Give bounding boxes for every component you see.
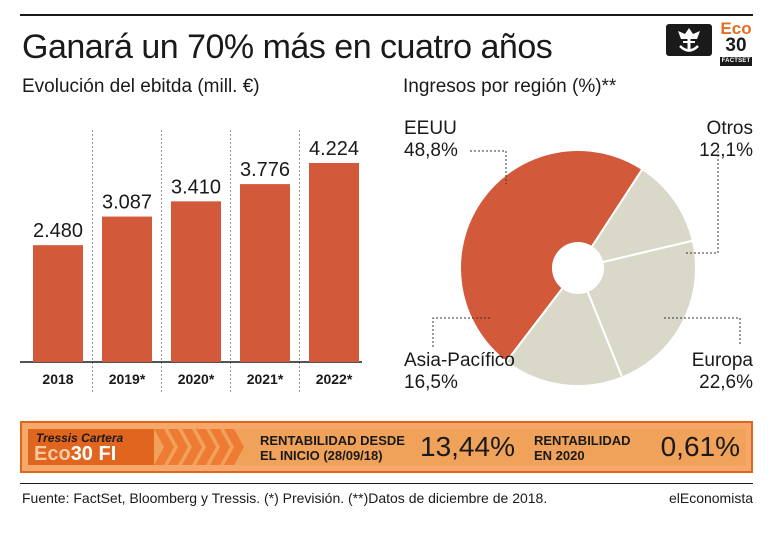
pie-label-asia: Asia-Pacífico 16,5%	[404, 350, 515, 394]
bar-category-label: 2021*	[247, 371, 284, 387]
cruise-crown-anchor-icon	[666, 24, 712, 56]
pie-slice	[586, 239, 697, 379]
banner-label-since-start: RENTABILIDAD DESDE EL INICIO (28/09/18)	[260, 433, 405, 463]
fund-banner: Tressis Cartera Eco30 FI RENTABILIDAD DE…	[20, 421, 753, 473]
page-title: Ganará un 70% más en cuatro años	[22, 28, 553, 66]
banner-brand-rest: 30 FI	[70, 443, 117, 465]
pie-label-europa-value: 22,6%	[699, 372, 753, 393]
leader-line	[684, 151, 719, 254]
logo-factset: FACTSET	[720, 57, 752, 66]
banner-label-since-start-line1: RENTABILIDAD DESDE	[260, 433, 405, 448]
banner-brand-top: Tressis Cartera	[36, 431, 124, 445]
top-rule	[20, 14, 753, 16]
banner-value-since-start: 13,44%	[420, 431, 515, 462]
bar	[309, 163, 359, 362]
bar-value-label: 3.410	[171, 176, 221, 198]
bar-category-label: 2018	[42, 371, 73, 387]
bar	[240, 184, 290, 362]
bar-category-label: 2022*	[316, 371, 353, 387]
pie-slice	[459, 149, 644, 364]
pie-slice	[590, 167, 695, 264]
bar-chart-title: Evolución del ebitda (mill. €)	[22, 76, 260, 97]
banner-label-2020: RENTABILIDAD EN 2020	[534, 433, 631, 463]
leader-line	[664, 317, 741, 344]
pie-label-eeuu: EEUU 48,8%	[404, 118, 458, 162]
footer-rule	[20, 483, 753, 484]
pie-label-otros-value: 12,1%	[699, 140, 753, 161]
banner-brand-bottom: Eco30 FI	[34, 443, 116, 466]
bar-category-label: 2019*	[109, 371, 146, 387]
banner-inner: Tressis Cartera Eco30 FI RENTABILIDAD DE…	[28, 429, 746, 465]
bar-value-label: 2.480	[33, 220, 83, 242]
logo: Eco 30 FACTSET	[662, 20, 754, 76]
pie-label-europa-name: Europa	[691, 350, 753, 371]
logo-30: 30	[725, 35, 747, 56]
bar-value-label: 3.087	[102, 192, 152, 214]
bar-value-label: 4.224	[309, 138, 359, 160]
pie-chart-title: Ingresos por región (%)**	[403, 76, 617, 97]
chevron-arrows-icon	[154, 429, 244, 465]
banner-label-2020-line1: RENTABILIDAD	[534, 433, 631, 448]
banner-label-2020-line2: EN 2020	[534, 448, 585, 463]
banner-label-since-start-line2: EL INICIO (28/09/18)	[260, 448, 383, 463]
bar-value-label: 3.776	[240, 159, 290, 181]
bar	[33, 245, 83, 362]
pie-label-eeuu-name: EEUU	[404, 118, 457, 139]
leader-line	[432, 317, 492, 347]
pie-label-eeuu-value: 48,8%	[404, 140, 458, 161]
banner-value-2020: 0,61%	[660, 431, 740, 462]
footer-source: Fuente: FactSet, Bloomberg y Tressis. (*…	[22, 490, 548, 506]
pie-label-otros: Otros 12,1%	[699, 118, 753, 162]
banner-brand-eco: Eco	[34, 443, 71, 465]
pie-label-asia-value: 16,5%	[404, 372, 458, 393]
leader-line	[470, 150, 507, 184]
bar	[102, 216, 152, 362]
bar	[171, 201, 221, 362]
pie-slice	[504, 286, 624, 387]
pie-label-otros-name: Otros	[706, 118, 753, 139]
footer-brand: elEconomista	[668, 490, 753, 506]
pie-label-europa: Europa 22,6%	[692, 350, 753, 394]
logo-eco: Eco	[720, 19, 752, 38]
pie-label-asia-name: Asia-Pacífico	[404, 350, 515, 371]
bar-category-label: 2020*	[178, 371, 215, 387]
banner-brand: Tressis Cartera Eco30 FI	[28, 429, 154, 465]
